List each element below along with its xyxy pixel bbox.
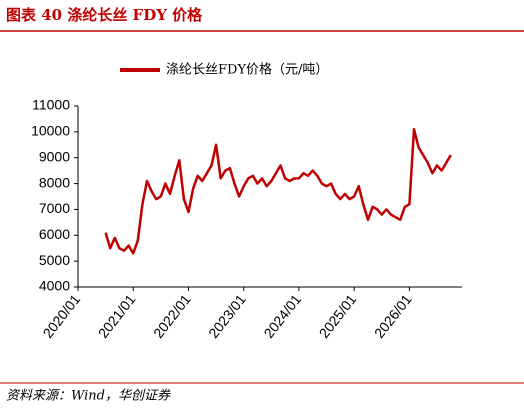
y-tick-label: 5000 bbox=[39, 252, 70, 268]
x-tick-label: 2026/01 bbox=[371, 291, 415, 341]
x-tick-label: 2020/01 bbox=[40, 291, 84, 341]
figure-title: 图表 40 涤纶长丝 FDY 价格 bbox=[6, 6, 203, 24]
y-tick-label: 10000 bbox=[31, 123, 70, 139]
line bbox=[104, 128, 452, 255]
y-tick-label: 4000 bbox=[39, 278, 70, 294]
y-tick-label: 9000 bbox=[39, 148, 70, 164]
x-tick-label: 2021/01 bbox=[95, 291, 139, 341]
y-tick-label: 8000 bbox=[39, 174, 70, 190]
y-tick-label: 11000 bbox=[32, 97, 70, 113]
source: 资料来源：Wind，华创证券 bbox=[6, 389, 171, 404]
y-tick-label: 6000 bbox=[39, 226, 70, 242]
x-tick-label: 2024/01 bbox=[260, 291, 304, 341]
x-tick-label: 2023/01 bbox=[205, 291, 249, 341]
legend-label: 涤纶长丝FDY价格（元/吨） bbox=[166, 62, 328, 78]
x-tick-label: 2025/01 bbox=[316, 291, 360, 341]
x-tick-label: 2022/01 bbox=[150, 291, 194, 341]
y-tick-label: 7000 bbox=[39, 200, 70, 216]
